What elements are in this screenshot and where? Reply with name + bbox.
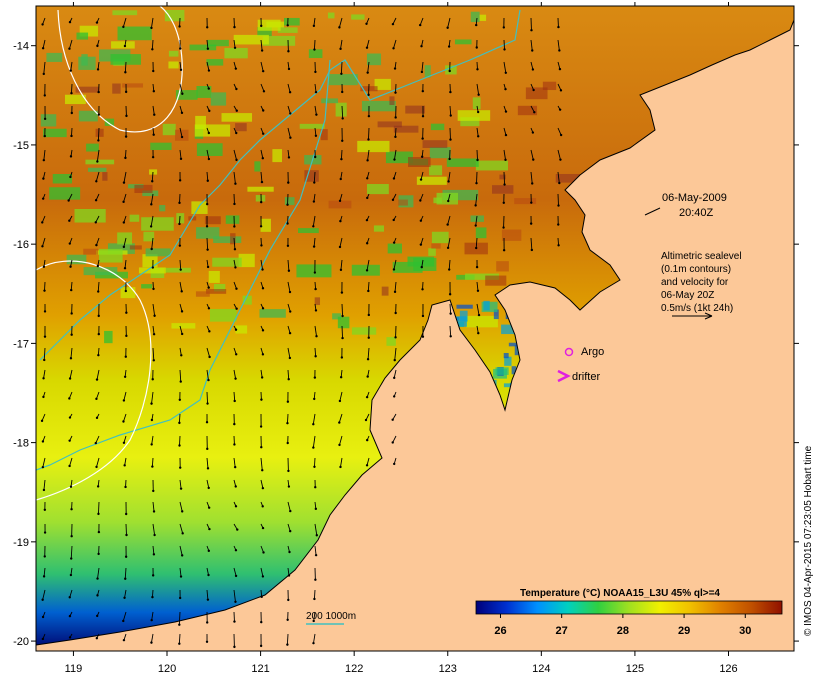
date-label: 06-May-2009	[662, 192, 727, 204]
colorbar-tick-label: 30	[739, 625, 751, 637]
colorbar-tick-label: 28	[617, 625, 629, 637]
y-tick-label: -19	[13, 537, 29, 549]
y-tick-label: -20	[13, 636, 29, 648]
y-tick-label: -17	[13, 338, 29, 350]
sealevel-contour-2	[36, 260, 152, 501]
x-tick-label: 119	[65, 663, 83, 675]
drifter-label: drifter	[572, 371, 600, 383]
drifter-marker	[557, 369, 571, 383]
x-tick-label: 123	[439, 663, 457, 675]
scale-arrow-head	[704, 312, 713, 320]
x-tick-label: 124	[532, 663, 550, 675]
altimetry-line-3: and velocity for	[661, 277, 729, 288]
plot-frame	[35, 5, 795, 652]
x-tick-label: 121	[251, 663, 269, 675]
land-mass	[36, 6, 794, 651]
date-pointer	[644, 207, 661, 216]
y-tick-label: -18	[13, 438, 29, 450]
argo-label: Argo	[581, 346, 604, 358]
credit-text: © IMOS 04-Apr-2015 07:23:05 Hobart time	[803, 445, 814, 636]
colorbar-ticks: 26 27 28 29 30	[494, 614, 751, 637]
colorbar	[475, 600, 783, 615]
altimetry-line-5: 0.5m/s (1kt 24h)	[661, 303, 733, 314]
time-label: 20:40Z	[679, 207, 714, 219]
x-tick-label: 125	[626, 663, 644, 675]
bathymetry-contour	[39, 9, 521, 361]
colorbar-tick-label: 27	[556, 625, 568, 637]
altimetry-line-4: 06-May 20Z	[661, 290, 714, 301]
x-tick-label: 122	[345, 663, 363, 675]
argo-marker	[564, 347, 574, 357]
colorbar-title: Temperature (°C) NOAA15_L3U 45% ql>=4	[520, 588, 720, 599]
colorbar-tick-label: 29	[678, 625, 690, 637]
bathymetry-contour-deep	[36, 59, 331, 471]
x-tick-label: 126	[719, 663, 737, 675]
y-axis: -14 -15 -16 -17 -18 -19 -20	[13, 41, 799, 648]
x-tick-label: 120	[158, 663, 176, 675]
bathymetry-key-label: 200 1000m	[306, 611, 356, 622]
x-axis: 119 120 121 122 123 124 125 126	[65, 2, 738, 675]
velocity-vectors	[40, 17, 563, 649]
altimetry-line-1: Altimetric sealevel	[661, 251, 742, 262]
altimetry-line-2: (0.1m contours)	[661, 264, 731, 275]
y-tick-label: -15	[13, 140, 29, 152]
y-tick-label: -16	[13, 239, 29, 251]
y-tick-label: -14	[13, 41, 29, 53]
colorbar-tick-label: 26	[494, 625, 506, 637]
